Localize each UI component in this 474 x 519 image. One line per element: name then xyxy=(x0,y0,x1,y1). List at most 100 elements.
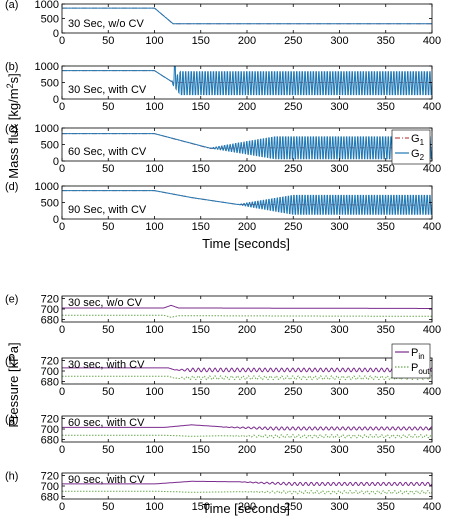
x-tick-label: 150 xyxy=(192,163,210,175)
x-tick-label: 150 xyxy=(192,386,210,398)
legend-label-sub: out xyxy=(418,367,430,376)
y-tick-label: 500 xyxy=(41,140,59,152)
series-line-G2 xyxy=(62,66,432,96)
panel-letter: (f) xyxy=(5,356,15,368)
x-tick-label: 50 xyxy=(102,35,114,47)
x-tick-label: 350 xyxy=(377,101,395,113)
x-tick-label: 400 xyxy=(423,163,441,175)
x-tick-label: 150 xyxy=(192,35,210,47)
panel-annotation: 60 sec, with CV xyxy=(68,417,145,429)
series-line-Pin xyxy=(62,367,432,373)
x-tick-label: 0 xyxy=(59,444,65,456)
y-tick-label: 0 xyxy=(53,156,59,168)
x-tick-label: 250 xyxy=(284,501,302,513)
y-tick-label: 1000 xyxy=(35,181,59,193)
y-tick-label: 700 xyxy=(41,304,59,316)
panel-letter: (b) xyxy=(5,61,18,73)
x-tick-label: 100 xyxy=(145,444,163,456)
panel-letter: (e) xyxy=(5,294,18,306)
panel-letter: (a) xyxy=(5,0,18,11)
x-tick-label: 250 xyxy=(284,221,302,233)
panel-annotation: 30 sec, w/o CV xyxy=(68,297,143,309)
x-tick-label: 250 xyxy=(284,163,302,175)
top-ylabel-sup: 2 xyxy=(5,83,15,88)
x-tick-label: 50 xyxy=(102,221,114,233)
series-line-Pout xyxy=(62,434,432,439)
x-tick-label: 350 xyxy=(377,501,395,513)
x-tick-label: 150 xyxy=(192,101,210,113)
x-tick-label: 200 xyxy=(238,501,256,513)
x-tick-label: 300 xyxy=(330,35,348,47)
x-tick-label: 0 xyxy=(59,501,65,513)
x-tick-label: 100 xyxy=(145,501,163,513)
x-tick-label: 50 xyxy=(102,324,114,336)
x-tick-label: 300 xyxy=(330,324,348,336)
x-tick-label: 200 xyxy=(238,444,256,456)
legend-box xyxy=(391,129,431,165)
series-line-Pout xyxy=(62,314,432,318)
bottom-ylabel: Pressure [kPa] xyxy=(6,342,21,427)
x-tick-label: 100 xyxy=(145,324,163,336)
y-tick-label: 720 xyxy=(41,471,59,483)
legend-label-sub: in xyxy=(418,352,424,361)
y-tick-label: 700 xyxy=(41,424,59,436)
x-tick-label: 300 xyxy=(330,163,348,175)
x-tick-label: 400 xyxy=(423,101,441,113)
y-tick-label: 680 xyxy=(41,314,59,326)
x-tick-label: 400 xyxy=(423,501,441,513)
y-tick-label: 1000 xyxy=(35,61,59,73)
x-tick-label: 250 xyxy=(284,444,302,456)
x-tick-label: 400 xyxy=(423,444,441,456)
series-group xyxy=(62,66,432,96)
top-ylabel-main: Mass flux [kg/m xyxy=(6,88,21,178)
x-tick-label: 250 xyxy=(284,324,302,336)
y-tick-label: 700 xyxy=(41,366,59,378)
x-tick-label: 200 xyxy=(238,101,256,113)
y-tick-label: 1000 xyxy=(35,123,59,135)
x-tick-label: 300 xyxy=(330,101,348,113)
x-tick-label: 300 xyxy=(330,501,348,513)
x-tick-label: 350 xyxy=(377,163,395,175)
x-tick-label: 400 xyxy=(423,35,441,47)
x-tick-label: 50 xyxy=(102,501,114,513)
legend-label-main: P xyxy=(411,347,418,359)
panel-letter: (c) xyxy=(5,123,18,135)
x-tick-label: 150 xyxy=(192,501,210,513)
x-tick-label: 200 xyxy=(238,386,256,398)
top-ylabel: Mass flux [kg/m2s] xyxy=(5,73,21,178)
panel-letter: (g) xyxy=(5,414,18,426)
y-tick-label: 720 xyxy=(41,294,59,306)
legend-label-main: G xyxy=(411,133,420,145)
legend-label-sub: 2 xyxy=(420,153,425,162)
x-tick-label: 150 xyxy=(192,444,210,456)
x-tick-label: 50 xyxy=(102,444,114,456)
x-tick-label: 50 xyxy=(102,386,114,398)
series-group xyxy=(62,190,432,215)
x-tick-label: 0 xyxy=(59,221,65,233)
x-tick-label: 0 xyxy=(59,101,65,113)
x-tick-label: 100 xyxy=(145,386,163,398)
x-tick-label: 350 xyxy=(377,221,395,233)
series-group xyxy=(62,133,432,160)
panel-annotation: 30 Sec, with CV xyxy=(68,84,147,96)
legend-label: Pout xyxy=(411,362,430,376)
x-tick-label: 100 xyxy=(145,101,163,113)
x-tick-label: 300 xyxy=(330,444,348,456)
y-tick-label: 0 xyxy=(53,28,59,40)
y-tick-label: 0 xyxy=(53,214,59,226)
y-tick-label: 500 xyxy=(41,14,59,26)
series-group xyxy=(62,304,432,318)
panel-annotation: 30 sec, with CV xyxy=(68,359,145,371)
x-tick-label: 200 xyxy=(238,324,256,336)
top-ylabel-tail: s] xyxy=(6,73,21,83)
panel-annotation: 90 sec, with CV xyxy=(68,474,145,486)
bottom-xlabel: Time [seconds] xyxy=(202,501,290,516)
y-tick-label: 680 xyxy=(41,434,59,446)
x-tick-label: 350 xyxy=(377,386,395,398)
y-tick-label: 720 xyxy=(41,356,59,368)
